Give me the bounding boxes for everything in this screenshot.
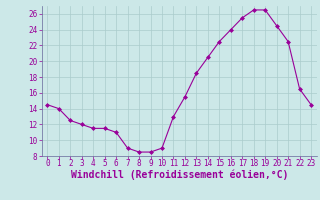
X-axis label: Windchill (Refroidissement éolien,°C): Windchill (Refroidissement éolien,°C) xyxy=(70,169,288,180)
